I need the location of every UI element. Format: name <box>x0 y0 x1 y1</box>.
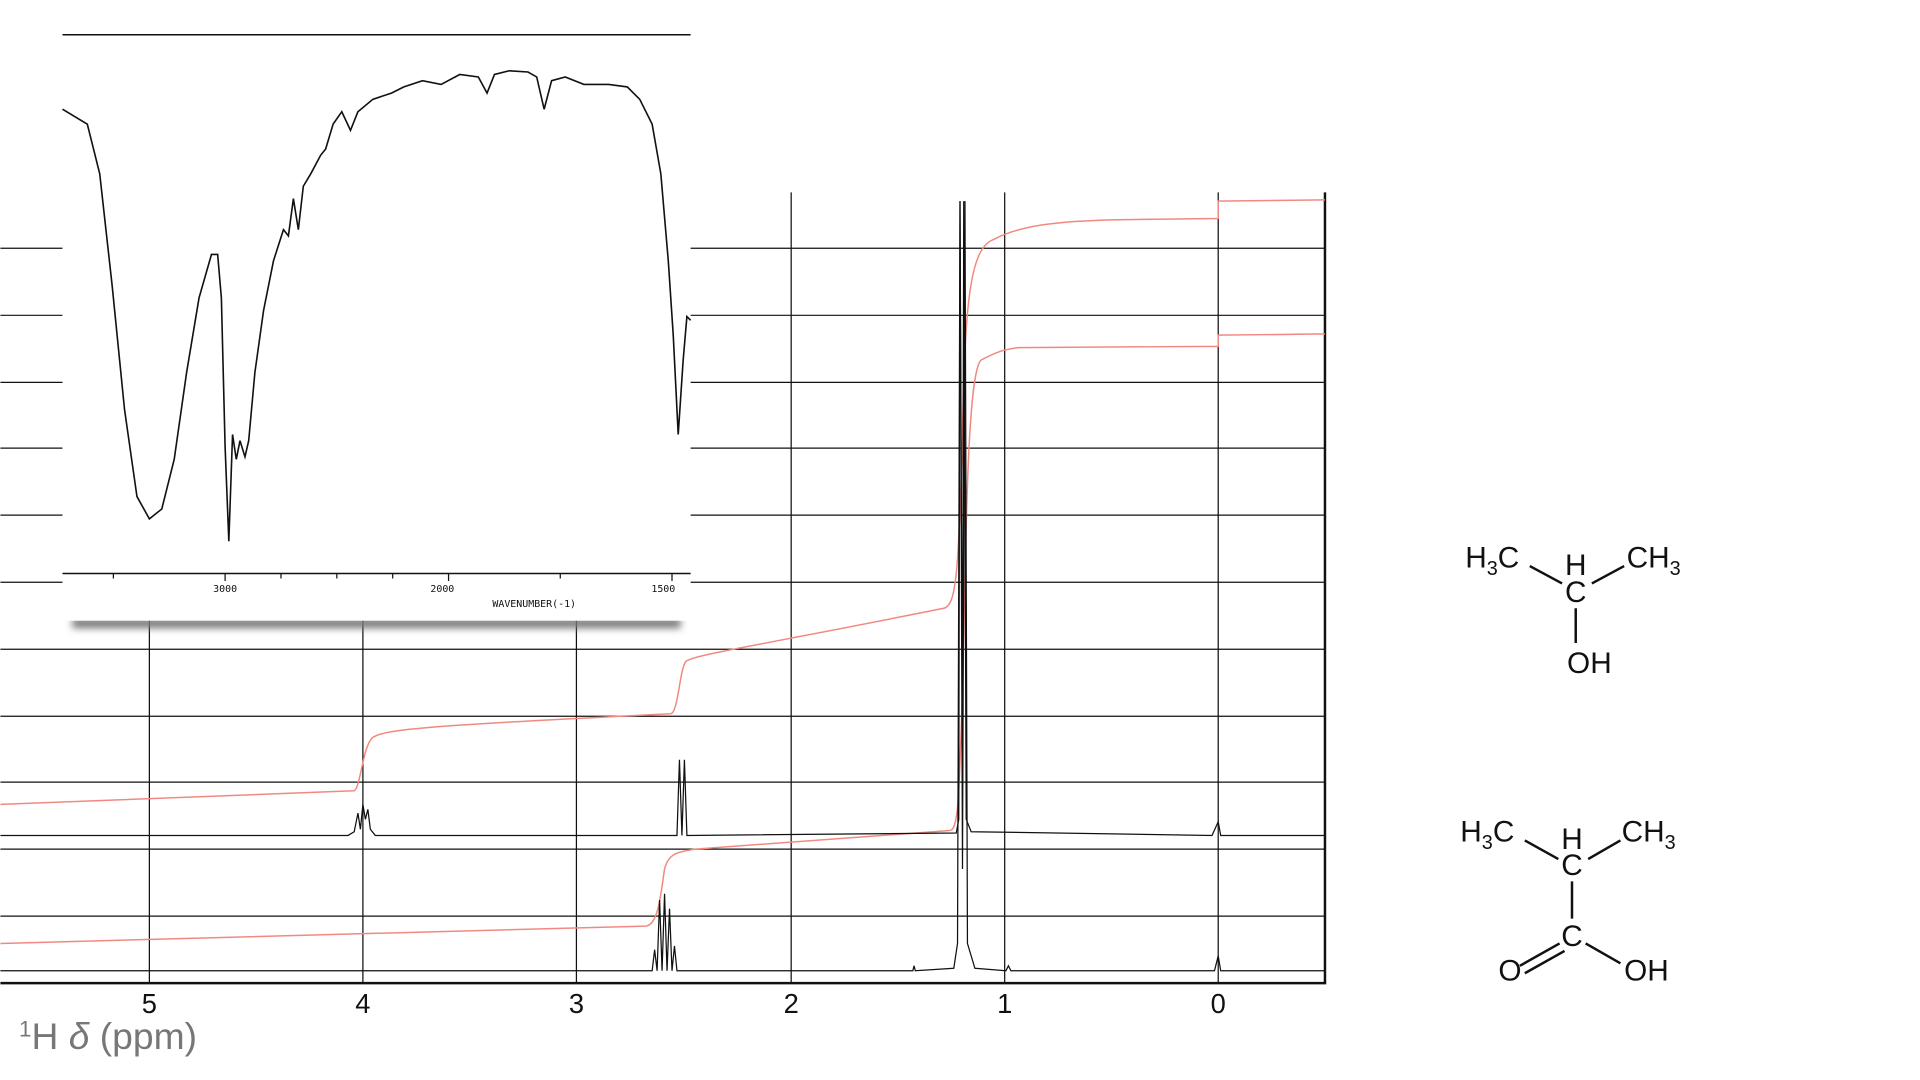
text-part: 3 <box>1482 832 1493 854</box>
molecule: H3C CH3 H C C O OH <box>1460 816 1675 988</box>
x-tick-label: 3 <box>569 988 584 1019</box>
ir-spectrum <box>62 69 692 542</box>
text-part: 3 <box>1670 558 1681 580</box>
atom-label: H <box>1561 823 1583 856</box>
x-tick-label: 0 <box>1211 988 1226 1019</box>
text-part: CH <box>1627 541 1670 574</box>
text-part: H <box>1460 816 1482 849</box>
text-part: 1 <box>19 1017 31 1042</box>
atom-label: OH <box>1567 647 1612 680</box>
x-axis-label: 1H δ (ppm) <box>19 1015 197 1057</box>
atom-label: C <box>1561 849 1583 882</box>
atom-label: C <box>1565 576 1587 609</box>
x-tick-label: 1 <box>997 988 1012 1019</box>
ir-tick-label: 2000 <box>430 584 454 595</box>
atom-label: CH3 <box>1627 541 1681 579</box>
nmr-spectrum <box>0 201 1325 972</box>
text-part: 3 <box>1487 558 1498 580</box>
x-tick-label: 4 <box>355 988 370 1019</box>
atom-label: OH <box>1624 955 1669 988</box>
text-part: 3 <box>1665 832 1676 854</box>
atom-label: H <box>1565 549 1587 582</box>
x-tick-label: 2 <box>784 988 799 1019</box>
atom-label: C <box>1561 920 1583 953</box>
text-part: H <box>31 1015 58 1057</box>
ir-tick-label: 1500 <box>651 584 675 595</box>
x-tick-label: 5 <box>142 988 157 1019</box>
text-part: C <box>1493 816 1515 849</box>
text-part: δ <box>69 1015 91 1057</box>
atom-label: H3C <box>1465 541 1519 579</box>
nmr-spectrum <box>0 201 1325 837</box>
atom-label: O <box>1498 955 1521 988</box>
ir-axis-label: WAVENUMBER(-1) <box>492 599 576 610</box>
text-part: C <box>1498 541 1520 574</box>
text-part: H <box>1465 541 1487 574</box>
text-part: CH <box>1622 816 1665 849</box>
text-part: (ppm) <box>100 1015 197 1057</box>
ir-tick-label: 3000 <box>213 584 237 595</box>
atom-label: CH3 <box>1622 816 1676 854</box>
integral-curve <box>0 199 1325 806</box>
molecule: H3C CH3 H C OH <box>1465 541 1680 680</box>
atom-label: H3C <box>1460 816 1514 854</box>
ir-inset: 3000 2000 1500 WAVENUMBER(-1) <box>62 27 692 629</box>
